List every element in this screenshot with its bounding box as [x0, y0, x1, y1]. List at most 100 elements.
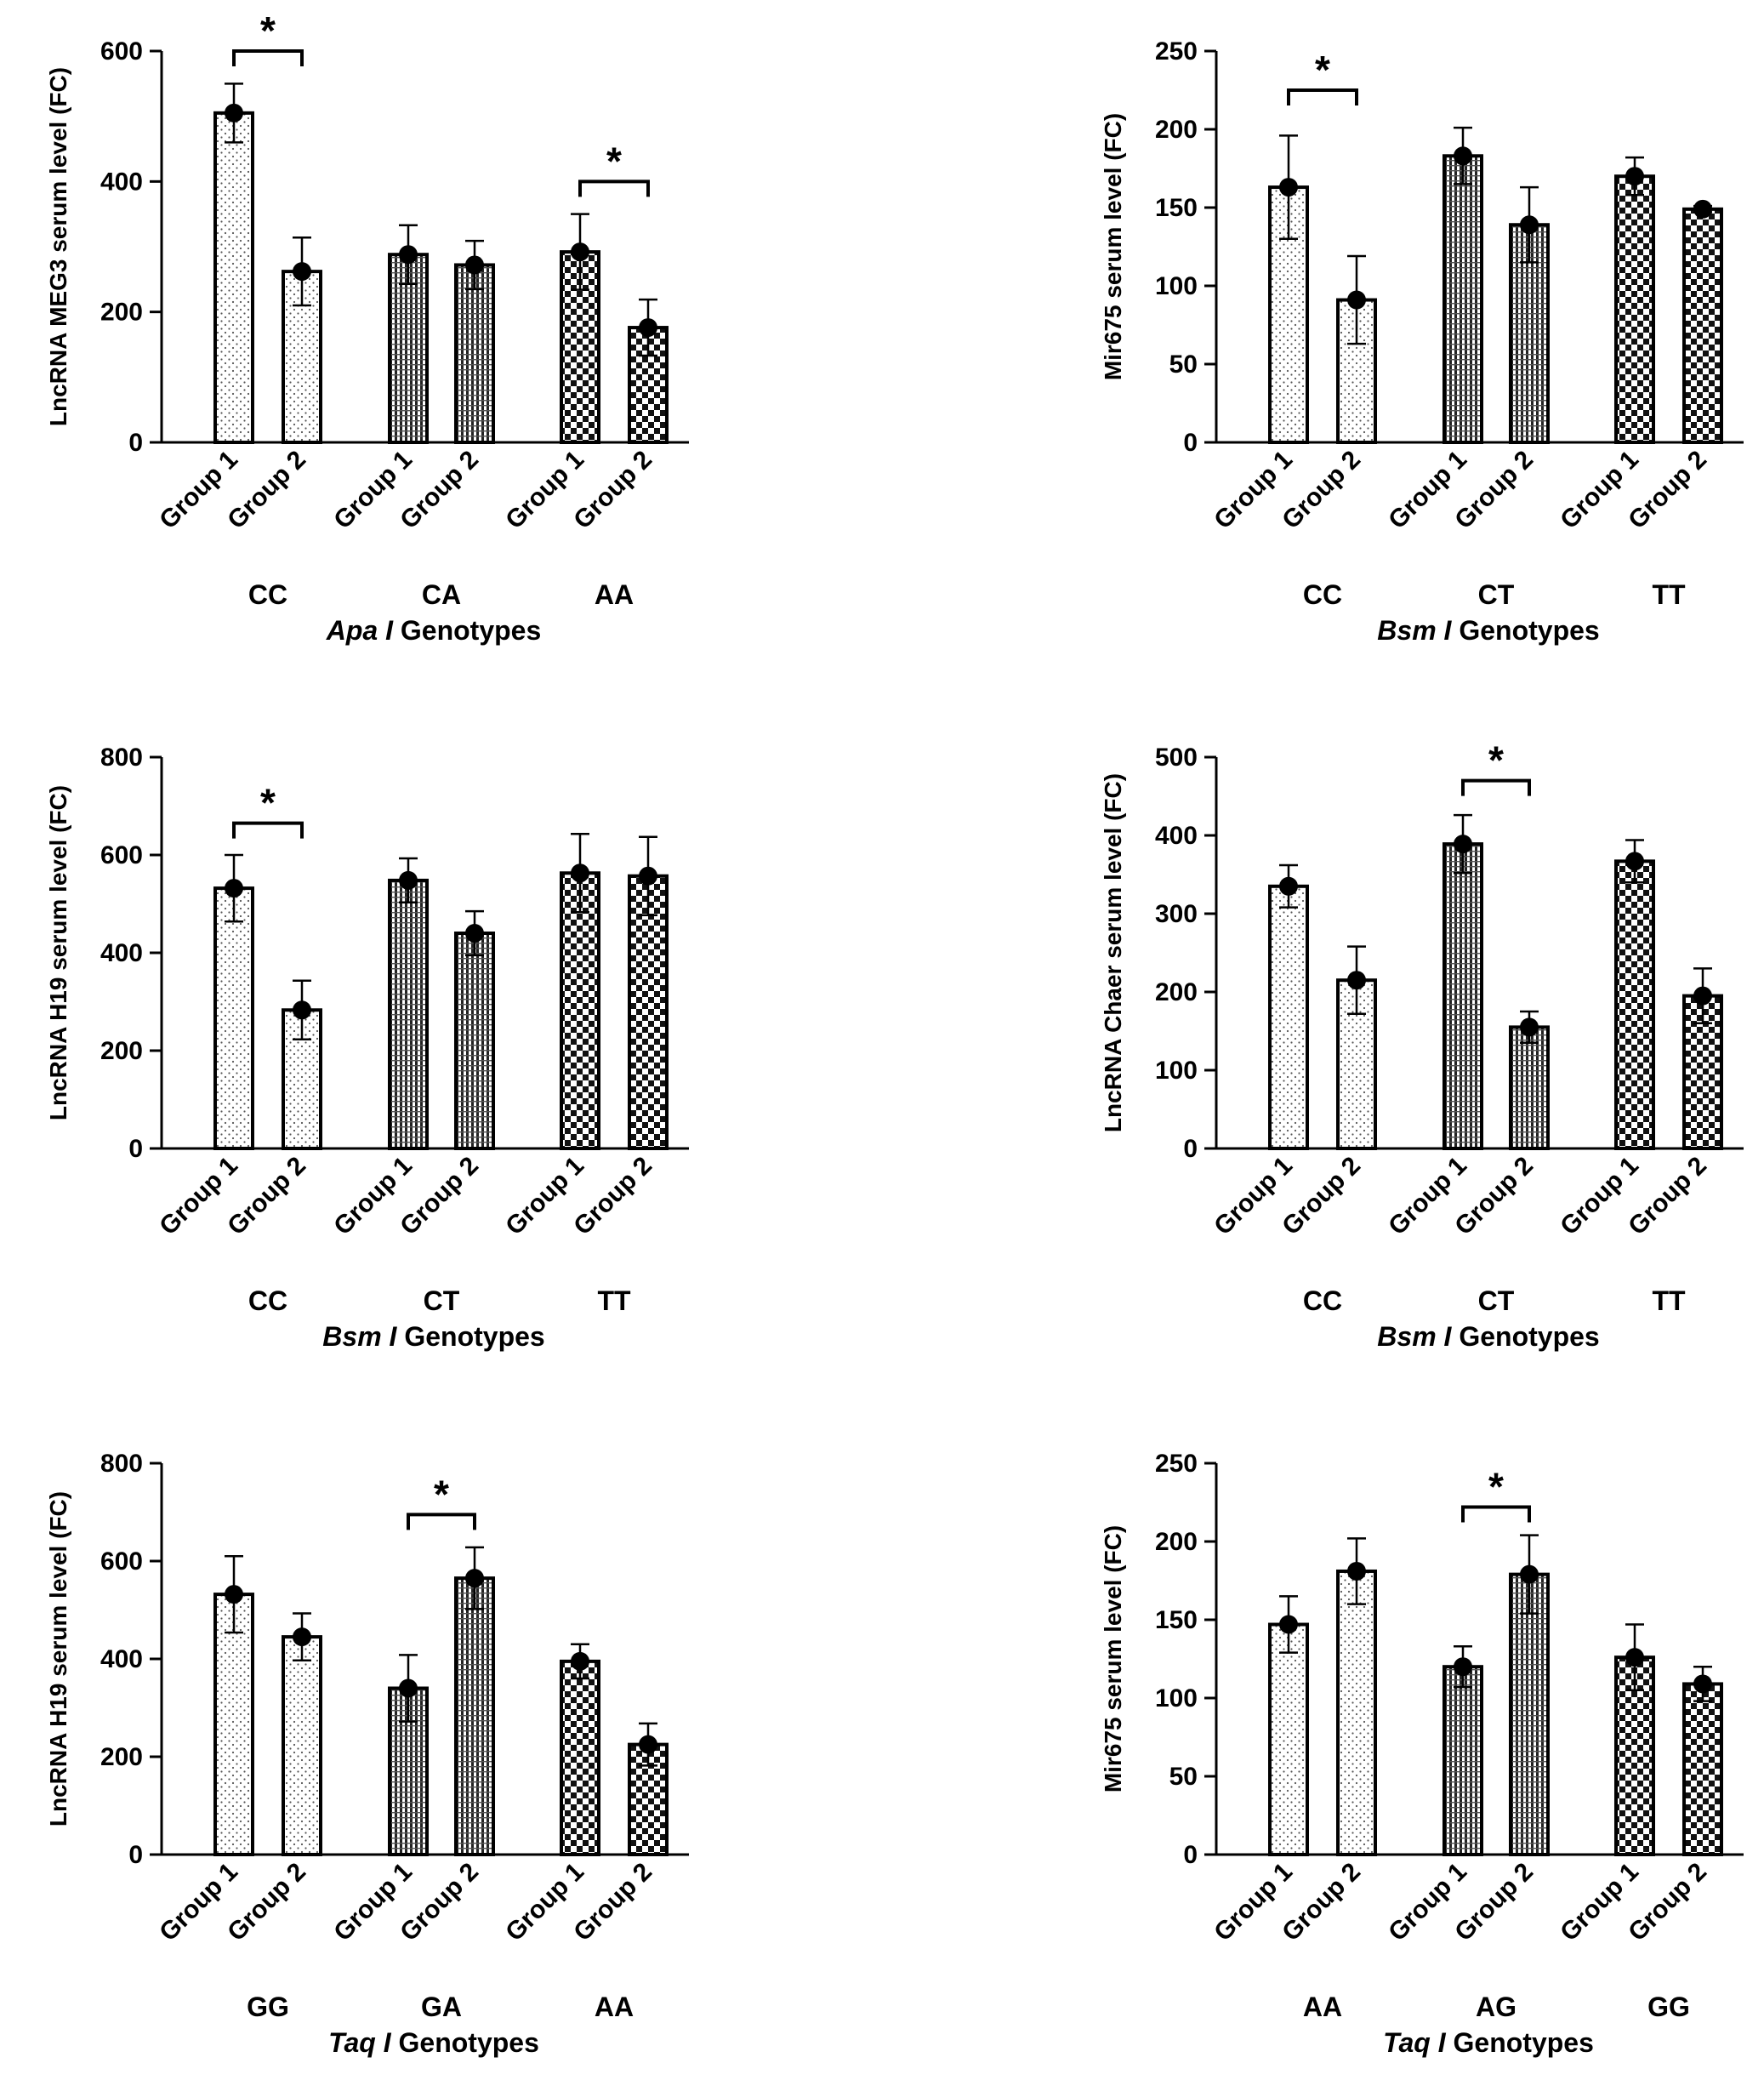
chart-panel-1: 0 200 400 600 LncRNA MEG3 serum level (FC) Gr… [17, 9, 697, 664]
mean-point [465, 255, 484, 275]
y-tick-label: 400 [1155, 822, 1198, 850]
y-tick-label: 0 [128, 1135, 143, 1163]
significance-bracket [578, 180, 650, 197]
x-axis-title-rest: Genotypes [1451, 615, 1599, 646]
genotype-label: GG [1647, 1992, 1690, 2022]
bar-CT-1 [388, 878, 429, 1150]
bar-TT-2 [1682, 207, 1723, 444]
genotype-label: AA [1303, 1992, 1342, 2022]
mean-point [1520, 215, 1539, 235]
significance-star: * [434, 1472, 449, 1516]
y-tick-label: 600 [100, 841, 143, 869]
genotype-label: CC [1303, 579, 1342, 610]
y-tick-label: 400 [100, 1645, 143, 1673]
x-axis-title-enzyme: Bsm I [1377, 1321, 1452, 1352]
mean-point [639, 1735, 657, 1754]
mean-point [571, 242, 589, 262]
y-tick-label: 200 [1155, 1528, 1198, 1556]
bar-CT-1 [1442, 842, 1483, 1150]
genotype-label: CC [1303, 1285, 1342, 1316]
bar-AG-1 [1442, 1665, 1483, 1857]
mean-point [639, 866, 657, 886]
bar-TT-2 [628, 874, 669, 1150]
chart-panel-5: 0 200 400 600 800 LncRNA H19 serum level (FC)… [17, 1429, 697, 2076]
mean-point [1279, 876, 1298, 896]
y-tick-label: 200 [100, 1037, 143, 1065]
significance-star: * [1315, 48, 1330, 92]
genotype-label: AA [595, 579, 634, 610]
genotype-label: CT [1478, 1285, 1515, 1316]
y-axis-title: Mir675 serum level (FC) [1100, 1525, 1126, 1792]
mean-point [1693, 1674, 1712, 1694]
mean-point [1693, 199, 1712, 219]
significance-star: * [1488, 1465, 1504, 1509]
y-tick-label: 250 [1155, 37, 1198, 66]
y-tick-label: 100 [1155, 1057, 1198, 1085]
mean-point [225, 879, 243, 898]
y-tick-label: 50 [1169, 1763, 1198, 1791]
bar-CT-2 [1509, 1025, 1550, 1150]
bar-AA-1 [560, 1659, 600, 1856]
y-tick-label: 100 [1155, 1684, 1198, 1712]
bar-TT-1 [1614, 174, 1655, 444]
y-tick-label: 600 [100, 1547, 143, 1576]
genotype-label: CC [248, 1285, 287, 1316]
genotype-label: TT [597, 1285, 631, 1316]
significance-bracket [407, 1513, 476, 1530]
genotype-label: AA [595, 1992, 634, 2022]
bar-TT-1 [1614, 859, 1655, 1151]
y-tick-label: 250 [1155, 1450, 1198, 1478]
x-axis-title-enzyme: Taq I [328, 2027, 392, 2058]
y-axis-title: LncRNA MEG3 serum level (FC) [45, 67, 71, 426]
mean-point [571, 1651, 589, 1671]
y-tick-label: 0 [128, 1841, 143, 1869]
bar-GG-2 [282, 1635, 322, 1856]
x-axis-title-enzyme: Bsm I [322, 1321, 397, 1352]
bar-CA-2 [454, 263, 495, 445]
significance-star: * [606, 139, 622, 183]
genotype-label: GA [421, 1992, 462, 2022]
bar-GA-2 [454, 1576, 495, 1856]
mean-point [1347, 1561, 1366, 1581]
x-axis-title: Apa I Genotypes [326, 615, 542, 646]
y-tick-label: 100 [1155, 272, 1198, 300]
significance-bracket [1287, 88, 1358, 105]
genotype-label: GG [247, 1992, 289, 2022]
y-axis-title: Mir675 serum level (FC) [1100, 113, 1126, 380]
mean-point [639, 318, 657, 338]
y-tick-label: 0 [128, 429, 143, 457]
genotype-label: CT [1478, 579, 1515, 610]
bar-CT-2 [454, 932, 495, 1150]
mean-point [1625, 167, 1644, 186]
x-axis-title: Bsm I Genotypes [1377, 1321, 1599, 1352]
mean-point [293, 1000, 311, 1020]
x-axis-title-enzyme: Taq I [1383, 2027, 1447, 2058]
chart-panel-4: 0 100 200 300 400 500 LncRNA Chaer serum level… [1072, 723, 1752, 1370]
bar-AA-2 [628, 326, 669, 445]
y-axis-title: LncRNA H19 serum level (FC) [45, 1491, 71, 1826]
x-axis-title: Bsm I Genotypes [1377, 615, 1599, 646]
chart-panel-3: 0 200 400 600 800 LncRNA H19 serum level (FC)… [17, 723, 697, 1370]
mean-point [571, 863, 589, 883]
x-axis-title-rest: Genotypes [391, 2027, 539, 2058]
chart-panel-2: 0 50 100 150 200 250 Mir675 serum level (FC) Gr… [1072, 17, 1752, 664]
mean-point [399, 1678, 418, 1698]
significance-bracket [232, 49, 304, 66]
bar-CC-1 [213, 111, 254, 444]
mean-point [1454, 1657, 1472, 1677]
mean-point [465, 1569, 484, 1588]
genotype-label: CA [422, 579, 461, 610]
significance-bracket [232, 821, 304, 839]
mean-point [1520, 1564, 1539, 1584]
y-tick-label: 200 [1155, 116, 1198, 144]
mean-point [399, 245, 418, 265]
y-axis-title: LncRNA H19 serum level (FC) [45, 785, 71, 1120]
genotype-label: CT [424, 1285, 460, 1316]
x-axis-title: Bsm I Genotypes [322, 1321, 544, 1352]
y-tick-label: 150 [1155, 194, 1198, 222]
x-axis-title-enzyme: Bsm I [1377, 615, 1452, 646]
y-tick-label: 200 [100, 1743, 143, 1771]
